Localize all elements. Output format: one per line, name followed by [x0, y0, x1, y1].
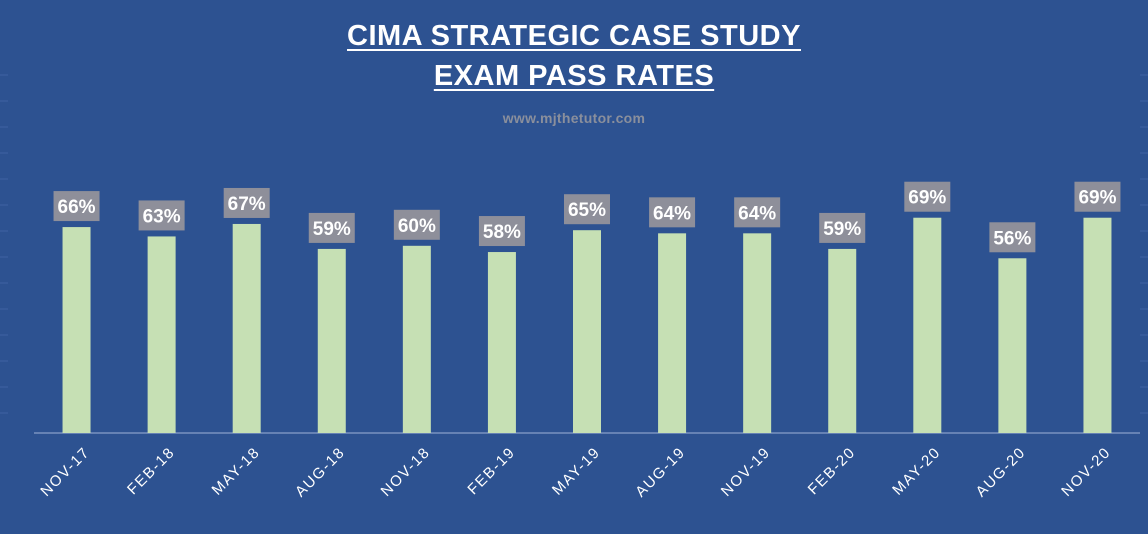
x-tick-label: FEB-19: [464, 444, 518, 498]
data-label: 60%: [398, 216, 436, 237]
bar-aug-18: [317, 248, 346, 433]
x-tick-label: AUG-19: [632, 444, 689, 501]
data-label: 66%: [58, 197, 96, 218]
data-label: 64%: [738, 203, 776, 224]
x-tick-label: MAY-19: [549, 444, 604, 499]
data-label: 64%: [653, 203, 691, 224]
chart-title-line-1: CIMA STRATEGIC CASE STUDY: [347, 20, 801, 52]
data-label: 69%: [1078, 188, 1116, 209]
data-label-box: [904, 181, 951, 212]
bar-feb-20: [828, 248, 857, 433]
bar-nov-20: [1083, 217, 1112, 433]
data-label: 58%: [483, 222, 521, 243]
data-label-box: [53, 191, 100, 222]
data-label-box: [478, 216, 525, 247]
x-tick-label: AUG-20: [973, 444, 1030, 501]
data-label: 69%: [908, 188, 946, 209]
data-label-box: [564, 194, 610, 225]
bar-nov-19: [743, 233, 772, 433]
bar-may-20: [913, 217, 942, 433]
data-label-box: [138, 200, 185, 231]
x-tick-label: FEB-20: [805, 444, 859, 498]
data-label-box: [1074, 181, 1121, 212]
data-label-box: [308, 212, 355, 243]
x-tick-label: FEB-18: [124, 444, 178, 498]
data-label-box: [819, 212, 866, 243]
data-label-box: [649, 197, 696, 228]
chart-title-line-2: EXAM PASS RATES: [433, 60, 715, 92]
bar-aug-20: [998, 258, 1027, 433]
bar-aug-19: [658, 233, 687, 433]
bar-feb-19: [487, 252, 516, 433]
x-tick-label: MAY-18: [209, 444, 264, 499]
data-label-box: [989, 222, 1036, 253]
x-tick-label: AUG-18: [292, 444, 349, 501]
bar-feb-18: [147, 236, 176, 433]
bar-may-19: [573, 230, 601, 433]
bar-may-18: [232, 223, 261, 433]
x-tick-label: NOV-19: [718, 444, 774, 500]
data-label-box: [223, 187, 270, 218]
data-label-box: [393, 209, 440, 240]
data-label: 67%: [228, 194, 266, 215]
chart-subtitle: www.mjthetutor.com: [502, 110, 646, 126]
data-label-box: [734, 197, 781, 228]
x-tick-label: MAY-20: [889, 444, 944, 499]
x-tick-label: NOV-18: [378, 444, 434, 500]
bar-nov-17: [62, 227, 91, 433]
data-label: 59%: [313, 219, 351, 240]
data-label: 63%: [143, 206, 181, 227]
bar-nov-18: [402, 245, 431, 433]
data-label: 65%: [568, 200, 606, 221]
x-tick-label: NOV-20: [1058, 444, 1114, 500]
data-label: 59%: [823, 219, 861, 240]
data-label: 56%: [993, 228, 1031, 249]
x-tick-label: NOV-17: [37, 444, 93, 500]
